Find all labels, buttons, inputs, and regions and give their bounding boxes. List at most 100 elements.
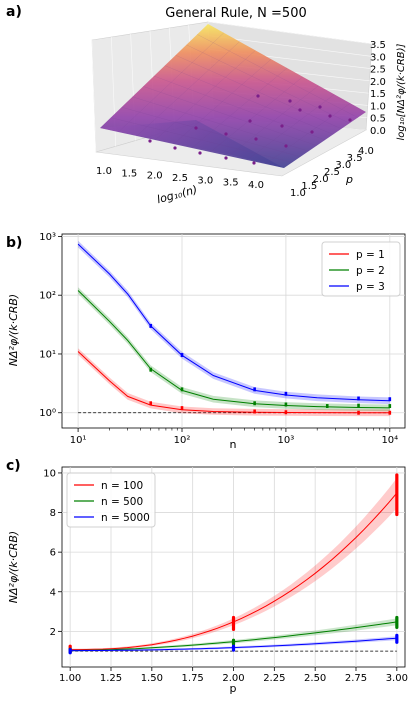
y-tick-label: 2.5: [324, 167, 340, 178]
z-tick-label: 1.5: [370, 89, 386, 100]
y-tick-label: 10¹: [39, 349, 56, 360]
x-tick-label: 1.25: [100, 673, 122, 684]
x-tick-label: 2.00: [222, 673, 244, 684]
surface-point: [198, 151, 202, 155]
surface-point: [310, 130, 314, 134]
y-tick-label: 10⁰: [39, 408, 56, 419]
surface-point: [318, 105, 322, 109]
x-tick-label: 3.0: [197, 175, 213, 186]
legend-label: n = 100: [101, 480, 143, 492]
x-tick-label: 2.5: [172, 173, 188, 184]
z-tick-label: 1.0: [370, 101, 386, 112]
x-tick-label: 10¹: [70, 435, 87, 446]
z-tick-label: 0.5: [370, 114, 386, 125]
mesh-line: [210, 76, 303, 153]
z-tick-label: 2.0: [370, 77, 386, 88]
y-tick-label: 8: [50, 508, 56, 519]
surface-lower: [100, 120, 284, 168]
legend-label: n = 5000: [101, 512, 150, 524]
surface-point: [248, 119, 252, 123]
surface-point: [348, 118, 352, 122]
x-tick-label: 4.0: [248, 180, 264, 191]
panel-a-surface: a) General Rule, N =500 1.0 1.5 2.0 2.5 3.0 3…: [6, 4, 407, 206]
x-tick-label: 1.75: [182, 673, 204, 684]
x-tick-label: 1.5: [121, 168, 137, 179]
surface-point: [284, 144, 288, 148]
surface-xlabel: log₁₀(n): [156, 183, 199, 206]
mesh-line: [191, 67, 288, 149]
y-tick-label: 1.5: [301, 181, 317, 192]
surface-mesh: [110, 32, 358, 165]
z-tick-label: 3.0: [370, 52, 386, 63]
y-tick-label: 3.5: [347, 153, 363, 164]
n-gridline: [91, 39, 97, 153]
mesh-line: [118, 32, 224, 133]
mesh-line: [186, 44, 350, 124]
surface-sample-points: [148, 94, 352, 165]
surface-point: [194, 126, 198, 130]
mesh-line: [164, 65, 334, 135]
panel-b-line-chart: b) 10¹ 10² 10³ 10⁴ 10⁰ 10¹ 10² 10³ n NΔ²φ/(k·CR…: [6, 232, 406, 451]
plot-b-xlabel: n: [230, 438, 237, 451]
series-band-1: [70, 478, 397, 651]
panel-label-c: c): [6, 458, 21, 474]
surface-ylabel: p: [345, 173, 353, 186]
panel-c-line-chart: c) 1.00 1.25 1.50 1.75 2.00 2.25 2.50 2.75 3.00 2…: [6, 458, 408, 695]
z-tick-label: 0.0: [370, 126, 386, 137]
surface-point: [252, 161, 256, 165]
plot-b-series: [77, 240, 392, 417]
y-tick-label: 3.0: [335, 160, 351, 171]
surface-point: [328, 114, 332, 118]
surface-tick-labels: 1.0 1.5 2.0 2.5 3.0 3.5 4.01.01.52.02.53.03.54…: [96, 40, 386, 199]
legend-label: p = 3: [356, 281, 385, 293]
z-tick-label: 2.5: [370, 65, 386, 76]
y-tick-label: 10²: [39, 291, 56, 302]
plot-c-legend: n = 100 n = 500 n = 5000: [66, 472, 156, 528]
mesh-line: [197, 34, 358, 118]
plot-c-series: [68, 473, 399, 655]
mesh-line: [110, 117, 293, 163]
plot-c-ylabel: NΔ²φ/(k·CRB): [7, 531, 20, 603]
surface-point: [254, 137, 258, 141]
surface-point: [256, 94, 260, 98]
y-tick-label: 6: [50, 548, 56, 559]
surface-title: General Rule, N =500: [165, 6, 307, 21]
y-tick-label: 4: [50, 587, 56, 598]
surface-point: [280, 124, 284, 128]
y-tick-label: 2.0: [313, 174, 329, 185]
x-tick-label: 10²: [174, 435, 191, 446]
surface-point: [224, 132, 228, 136]
x-tick-label: 1.50: [141, 673, 163, 684]
y-tick-label: 10³: [39, 232, 56, 243]
mesh-line: [121, 107, 301, 157]
mesh-line: [132, 96, 309, 152]
surface-zlabel: log₁₀[NΔ²φ/(k·CRB)]: [396, 43, 407, 140]
surface-point: [298, 108, 302, 112]
x-tick-label: 1.00: [59, 673, 81, 684]
plot-b-legend: p = 1 p = 2 p = 3: [321, 241, 401, 297]
surface-point: [224, 156, 228, 160]
plot-b-ticks: 10¹ 10² 10³ 10⁴ 10⁰ 10¹ 10² 10³: [39, 232, 398, 446]
x-tick-label: 2.75: [345, 673, 367, 684]
surface-point: [148, 139, 152, 143]
y-tick-label: 4.0: [358, 146, 374, 157]
panel-label-a: a): [6, 4, 22, 20]
z-gridline: [207, 21, 373, 45]
series-line-3: [77, 243, 390, 402]
z-tick-label: 3.5: [370, 40, 386, 51]
z-gridline: [208, 35, 372, 57]
mesh-line: [175, 55, 342, 129]
legend-box: [321, 241, 401, 297]
x-tick-label: 10³: [278, 435, 295, 446]
legend-box: [66, 472, 156, 528]
series-line-1: [77, 351, 390, 414]
legend-label: p = 2: [356, 265, 385, 277]
y-tick-label: 1.0: [290, 188, 306, 199]
x-tick-label: 10⁴: [381, 435, 398, 446]
mesh-line: [155, 50, 256, 141]
series-line-2: [77, 290, 390, 409]
x-tick-label: 3.00: [386, 673, 408, 684]
mesh-line: [143, 86, 317, 146]
panel-label-b: b): [6, 235, 22, 251]
